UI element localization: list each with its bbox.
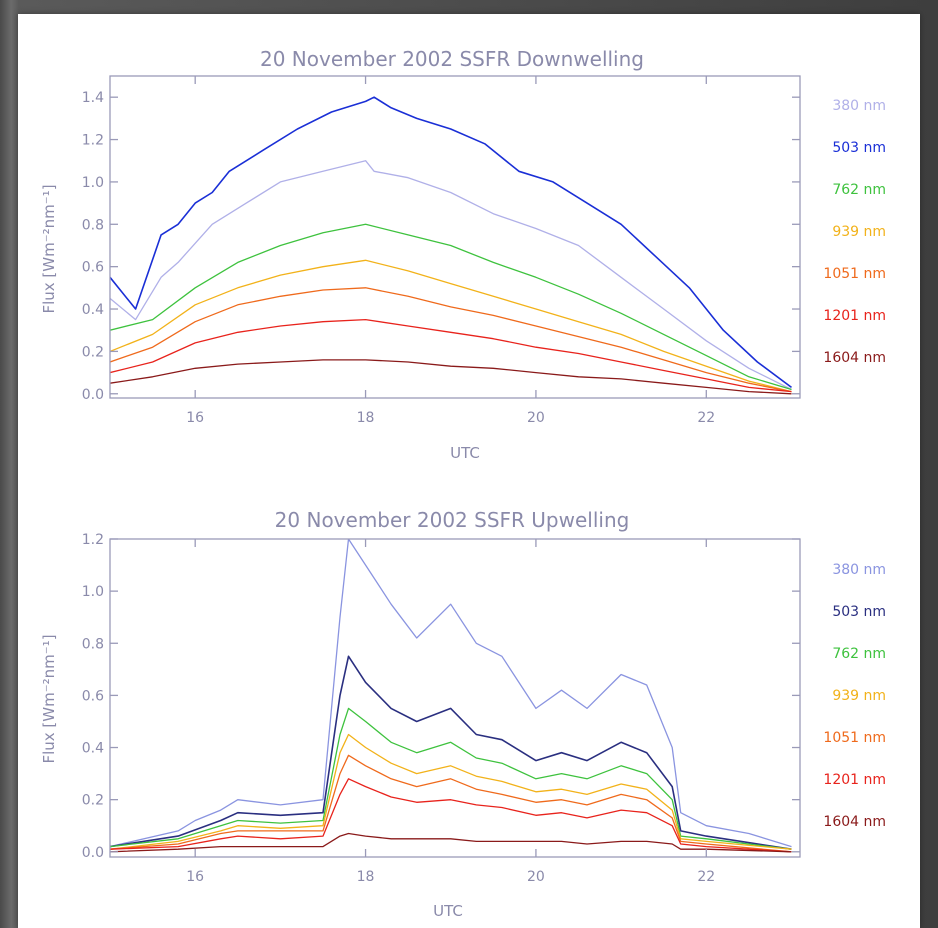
downwelling-ytick-label: 0.0 [82,387,104,403]
downwelling-series-line [110,287,792,393]
upwelling-ytick-label: 0.0 [82,845,104,861]
downwelling-legend: 380 nm 503 nm 762 nm 939 nm 1051 nm 1201 nm 16… [823,98,886,366]
downwelling-xlabel: UTC [450,444,480,462]
downwelling-panel: 20 November 2002 SSFR Downwelling UTC Fl… [40,47,886,462]
downwelling-ytick-label: 1.4 [82,90,104,106]
downwelling-series-line [110,259,792,393]
downwelling-axes-box [109,75,801,399]
upwelling-series-line [110,707,792,850]
upwelling-legend-entry: 939 nm [832,688,886,704]
downwelling-plot-area: 0.0 0.2 0.4 0.6 0.8 1.0 1.2 1.4 16 18 20 22 [82,75,801,426]
upwelling-ytick-label: 1.0 [82,584,104,600]
downwelling-xtick-label: 18 [357,410,375,426]
downwelling-series-group [110,96,792,395]
downwelling-xtick-label: 22 [697,410,715,426]
upwelling-ytick-label: 0.8 [82,636,104,652]
upwelling-series-line [110,754,792,853]
upwelling-plot-area: 0.0 0.2 0.4 0.6 0.8 1.0 1.2 16 18 20 22 [82,532,801,885]
upwelling-legend-entry: 380 nm [832,562,886,578]
downwelling-ytick-label: 0.2 [82,344,104,360]
downwelling-ytick-label: 0.4 [82,302,104,318]
upwelling-legend-entry: 762 nm [832,646,886,662]
upwelling-series-group [110,539,792,853]
downwelling-series-line [110,96,792,389]
upwelling-xtick-label: 22 [697,869,715,885]
upwelling-series-line [110,832,792,853]
upwelling-title: 20 November 2002 SSFR Upwelling [275,508,630,532]
upwelling-axes-box [109,538,801,858]
downwelling-ytick-label: 1.2 [82,133,104,149]
upwelling-ytick-label: 0.4 [82,741,104,757]
upwelling-panel: 20 November 2002 SSFR Upwelling UTC Flux… [40,508,886,920]
downwelling-legend-entry: 1201 nm [823,308,886,324]
downwelling-series-line [110,359,792,395]
figure-frame: 20 November 2002 SSFR Downwelling UTC Fl… [18,14,920,928]
upwelling-series-line [110,733,792,850]
upwelling-xtick-label: 16 [186,869,204,885]
upwelling-xtick-label: 20 [527,869,545,885]
upwelling-legend-entry: 1604 nm [823,814,886,830]
downwelling-legend-entry: 939 nm [832,224,886,240]
downwelling-series-line [110,318,792,393]
downwelling-ytick-label: 0.6 [82,260,104,276]
downwelling-xtick-label: 20 [527,410,545,426]
upwelling-ytick-label: 0.6 [82,688,104,704]
downwelling-ytick-label: 0.8 [82,217,104,233]
upwelling-ylabel: Flux [Wm⁻²nm⁻¹] [40,634,58,763]
downwelling-xtick-label: 16 [186,410,204,426]
upwelling-series-line [110,655,792,850]
downwelling-ytick-label: 1.0 [82,175,104,191]
upwelling-ytick-label: 1.2 [82,532,104,548]
upwelling-series-line [110,778,792,853]
upwelling-xlabel: UTC [433,902,463,920]
upwelling-xtick-label: 18 [357,869,375,885]
upwelling-legend-entry: 1201 nm [823,772,886,788]
upwelling-series-line [110,539,792,848]
downwelling-legend-entry: 1604 nm [823,350,886,366]
downwelling-series-line [110,223,792,391]
downwelling-legend-entry: 1051 nm [823,266,886,282]
upwelling-legend: 380 nm 503 nm 762 nm 939 nm 1051 nm 1201 nm 16… [823,562,886,830]
downwelling-legend-entry: 503 nm [832,140,886,156]
downwelling-ylabel: Flux [Wm⁻²nm⁻¹] [40,184,58,313]
downwelling-legend-entry: 380 nm [832,98,886,114]
downwelling-title: 20 November 2002 SSFR Downwelling [260,47,644,71]
figure-svg: 20 November 2002 SSFR Downwelling UTC Fl… [40,47,886,920]
upwelling-legend-entry: 1051 nm [823,730,886,746]
downwelling-series-line [110,160,792,391]
downwelling-legend-entry: 762 nm [832,182,886,198]
upwelling-ytick-label: 0.2 [82,793,104,809]
upwelling-legend-entry: 503 nm [832,604,886,620]
